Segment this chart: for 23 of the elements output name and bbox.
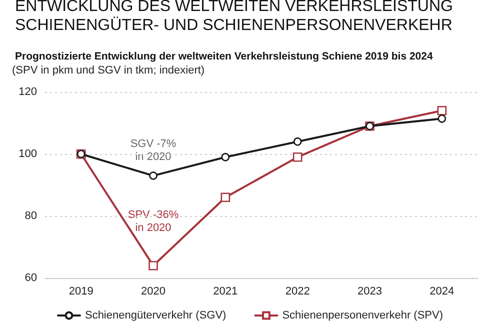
y-tick-label: 100: [18, 148, 37, 160]
x-tick-label: 2019: [68, 286, 94, 298]
point: [292, 152, 302, 162]
y-tick-label: 120: [18, 86, 37, 98]
point: [221, 152, 230, 162]
y-tick-label: 60: [24, 272, 37, 284]
legend-label: Schienengüterverkehr (SGV): [84, 310, 226, 322]
point: [293, 137, 302, 146]
point: [438, 114, 446, 123]
point: [149, 172, 158, 180]
chart-subtitle: Prognostizierte Entwicklung der weltweiten Verkehrsleistung Schiene 2019 bis 2024: [15, 50, 433, 62]
point: [220, 192, 230, 202]
x-tick-label: 2020: [141, 286, 166, 298]
x-tick-label: 2023: [358, 286, 382, 298]
x-tick-label: 2022: [285, 286, 310, 298]
chart-title: ENTWICKLUNG DES WELTWEITEN VERKEHRSLEISTUNG SCHIENENGÜTER- UND SCHIENENPERSONENVERKEHR: [15, 0, 453, 34]
text: (SPV in pkm und SGV in tkm; indexiert): [12, 64, 205, 76]
x-tick-label: 2024: [430, 286, 454, 298]
legend-label: Schienenpersonenverkehr (SPV): [282, 310, 444, 322]
y-tick-label: 80: [24, 210, 37, 222]
x-tick-label: 2021: [213, 286, 238, 298]
point: [437, 106, 447, 116]
point: [148, 260, 158, 270]
